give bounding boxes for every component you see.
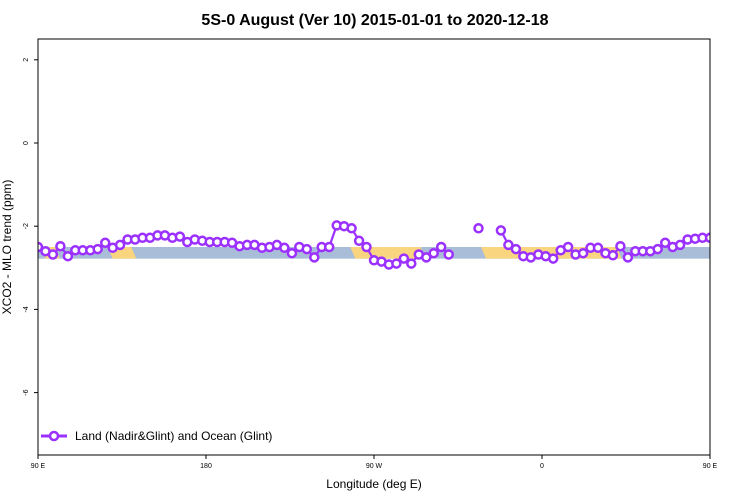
data-point <box>92 243 103 255</box>
data-point <box>615 240 626 252</box>
data-point <box>674 239 686 251</box>
data-point <box>659 237 671 249</box>
data-point <box>309 252 320 263</box>
data-point <box>286 247 298 259</box>
data-point <box>495 225 507 236</box>
data-point <box>704 232 710 244</box>
data-point <box>421 252 432 263</box>
data-point <box>99 237 111 249</box>
y-axis: 2 0 -2 -4 -6 <box>23 58 38 396</box>
data-point <box>62 250 74 262</box>
data-point <box>577 247 589 259</box>
data-point <box>443 249 454 260</box>
data-point <box>114 239 126 251</box>
legend-marker-swatch <box>48 430 60 442</box>
data-point <box>346 223 357 234</box>
data-point <box>55 240 66 252</box>
legend-entry-label: Land (Nadir&Glint) and Ocean (Glint) <box>75 429 272 443</box>
data-point <box>652 243 663 255</box>
y-tick-label: 0 <box>23 141 30 145</box>
data-point <box>721 231 729 239</box>
data-point <box>47 249 59 260</box>
data-point <box>398 253 410 264</box>
x-tick-label: 180 <box>200 463 212 470</box>
y-tick-label: 2 <box>23 58 30 62</box>
data-point <box>406 258 417 269</box>
data-point <box>435 241 447 253</box>
x-tick-label: 90 E <box>703 463 718 470</box>
data-point <box>562 241 574 253</box>
chart-title: 5S-0 August (Ver 10) 2015-01-01 to 2020-… <box>201 12 548 29</box>
data-point <box>503 239 514 251</box>
series-point-group <box>38 220 729 270</box>
data-point <box>714 231 722 239</box>
y-axis-label: XCO2 - MLO trend (ppm) <box>0 180 14 315</box>
y-tick-label: -6 <box>23 389 30 395</box>
legend: Land (Nadir&Glint) and Ocean (Glint) <box>41 429 272 443</box>
data-point <box>622 252 634 263</box>
data-point <box>323 241 335 253</box>
data-point <box>353 235 365 247</box>
data-point <box>592 242 604 254</box>
data-point <box>510 243 522 255</box>
data-point <box>174 231 186 242</box>
data-point <box>301 243 313 255</box>
data-point <box>607 250 619 261</box>
data-point <box>428 247 439 259</box>
data-point <box>473 223 484 234</box>
data-point <box>279 242 290 254</box>
y-tick-label: -4 <box>23 306 30 312</box>
data-point <box>547 253 559 264</box>
x-tick-label: 90 E <box>31 463 46 470</box>
x-axis-label: Longitude (deg E) <box>326 477 421 491</box>
x-tick-label: 90 W <box>366 463 383 470</box>
y-tick-label: -2 <box>23 223 30 229</box>
data-point <box>361 241 372 253</box>
x-tick-label: 0 <box>540 463 544 470</box>
data-point <box>391 258 402 269</box>
